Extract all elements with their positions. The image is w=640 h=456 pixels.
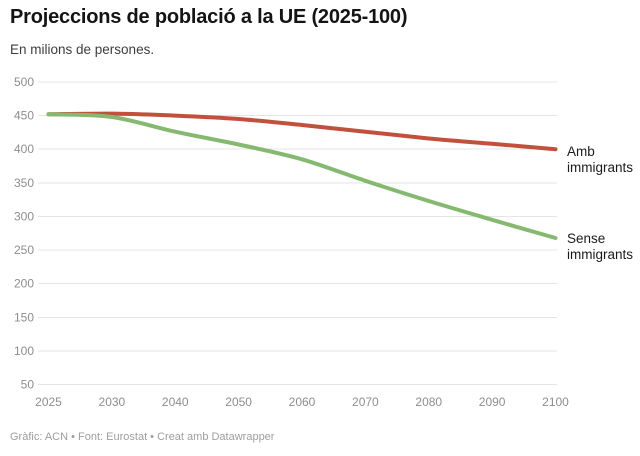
x-tick-label: 2060: [289, 395, 316, 409]
x-tick-label: 2025: [35, 395, 62, 409]
y-tick-label: 150: [14, 310, 34, 324]
y-tick-label: 500: [14, 75, 34, 89]
y-tick-label: 350: [14, 176, 34, 190]
x-tick-label: 2090: [479, 395, 506, 409]
y-tick-label: 250: [14, 243, 34, 257]
y-tick-label: 100: [14, 344, 34, 358]
y-tick-label: 450: [14, 109, 34, 123]
y-tick-label: 400: [14, 142, 34, 156]
x-tick-label: 2070: [352, 395, 379, 409]
y-tick-label: 200: [14, 277, 34, 291]
attribution-byline: Gràfic: ACN • Font: Eurostat • Creat amb…: [10, 431, 275, 443]
x-tick-label: 2030: [99, 395, 126, 409]
y-tick-label: 50: [21, 378, 35, 392]
series-line-amb-immigrants: [46, 111, 558, 152]
x-tick-label: 2080: [415, 395, 442, 409]
chart-subtitle: En milions de persones.: [10, 42, 155, 57]
chart-title: Projeccions de població a la UE (2025-10…: [10, 6, 408, 28]
x-tick-label: 2050: [225, 395, 252, 409]
series-label-sense-immigrants: Sense immigrants: [567, 231, 634, 262]
x-tick-label: 2040: [162, 395, 189, 409]
series-label-amb-immigrants: Amb immigrants: [567, 144, 634, 175]
series-line-sense-immigrants: [46, 112, 558, 240]
y-tick-label: 300: [14, 209, 34, 223]
x-tick-label: 2100: [542, 395, 569, 409]
